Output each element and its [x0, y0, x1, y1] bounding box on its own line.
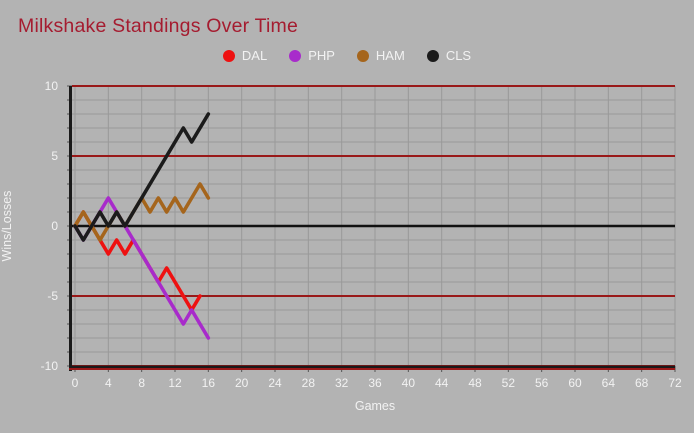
legend-label: HAM: [375, 48, 405, 63]
x-tick-label: 8: [138, 376, 145, 390]
x-tick-label: 48: [468, 376, 482, 390]
x-tick-label: 68: [634, 376, 649, 390]
y-tick-label: 5: [51, 149, 58, 163]
legend-dot-icon: [289, 49, 302, 62]
y-tick-label: -10: [40, 359, 58, 373]
x-tick-label: 36: [368, 376, 382, 390]
x-tick-label: 60: [568, 376, 582, 390]
series-line-CLS: [73, 112, 211, 242]
legend-item-PHP[interactable]: PHP: [289, 48, 335, 63]
x-tick-label: 32: [334, 376, 349, 390]
chart-title: Milkshake Standings Over Time: [18, 15, 298, 37]
x-tick-label: 28: [301, 376, 315, 390]
legend-dot-icon: [356, 49, 369, 62]
x-tick-label: 20: [234, 376, 249, 390]
x-tick-label: 4: [104, 376, 112, 390]
legend-item-HAM[interactable]: HAM: [356, 48, 405, 63]
x-tick-label: 72: [668, 376, 682, 390]
legend-dot-icon: [222, 49, 235, 62]
y-axis-title: Wins/Losses: [0, 190, 14, 262]
x-tick-label: 44: [434, 376, 449, 390]
x-axis-title: Games: [354, 399, 396, 413]
x-tick-label: 12: [168, 376, 182, 390]
x-tick-label: 16: [201, 376, 215, 390]
y-tick-label: 0: [51, 219, 58, 233]
x-tick-label: 24: [268, 376, 282, 390]
x-tick-label: 0: [71, 376, 79, 390]
y-tick-label: 10: [44, 79, 58, 93]
legend-item-CLS[interactable]: CLS: [426, 48, 472, 63]
x-tick-label: 52: [501, 376, 515, 390]
x-tick-label: 40: [401, 376, 415, 390]
legend-label: CLS: [445, 48, 472, 63]
legend-label: DAL: [241, 48, 268, 63]
x-tick-label: 56: [534, 376, 549, 390]
legend-label: PHP: [308, 48, 335, 63]
legend-item-DAL[interactable]: DAL: [222, 48, 268, 63]
y-tick-label: -5: [47, 289, 58, 303]
chart-legend: DAL PHP HAM CLS: [0, 48, 694, 63]
x-tick-label: 64: [601, 376, 615, 390]
legend-dot-icon: [426, 49, 439, 62]
